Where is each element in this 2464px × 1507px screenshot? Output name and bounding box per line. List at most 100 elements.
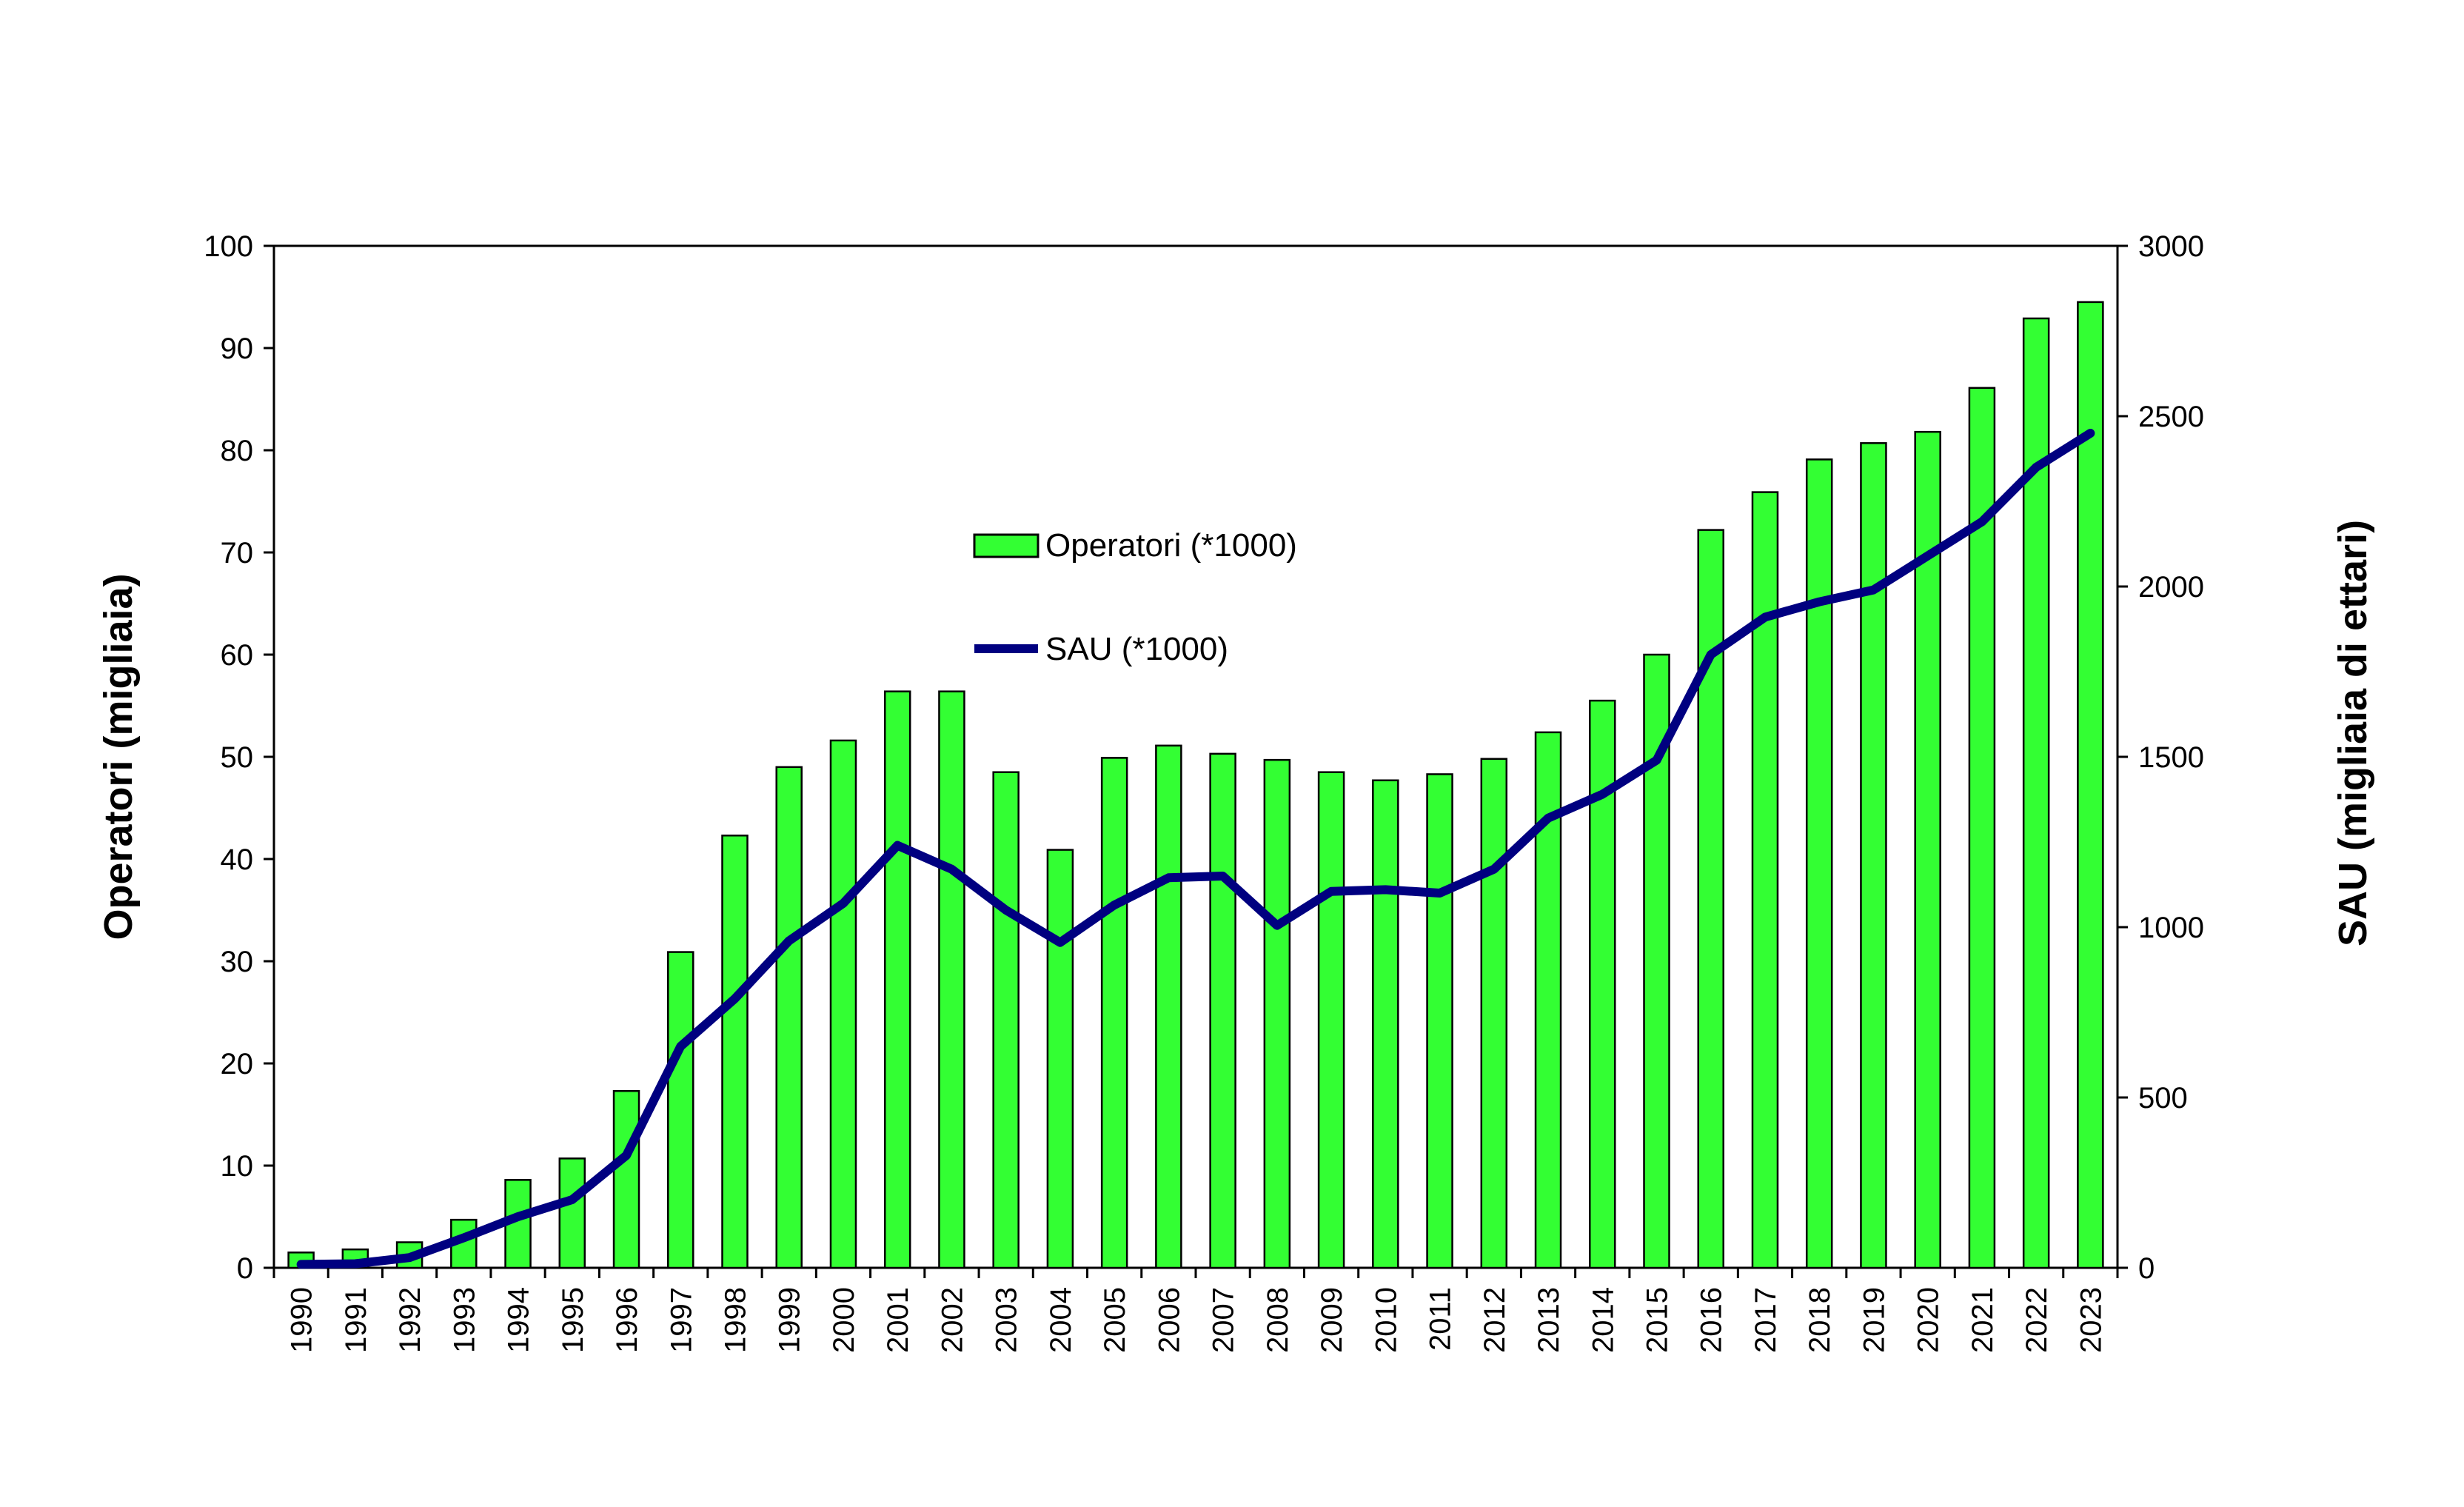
- y-left-tick-label-0: 0: [237, 1252, 253, 1285]
- sau-point-1993: [461, 1235, 466, 1240]
- x-tick-label-2004: 2004: [1045, 1287, 1077, 1353]
- sau-point-1999: [786, 938, 791, 943]
- sau-point-2014: [1600, 792, 1605, 797]
- x-tick-label-1992: 1992: [394, 1287, 426, 1353]
- y-axis-left-title: Operatori (migliaia): [96, 573, 141, 940]
- legend-swatch-bar: [973, 533, 1040, 558]
- bar-1996: [612, 1090, 640, 1269]
- x-tick-label-2019: 2019: [1858, 1287, 1890, 1353]
- bar-2003: [992, 771, 1020, 1269]
- x-tick-label-2011: 2011: [1424, 1287, 1457, 1351]
- sau-point-2012: [1491, 866, 1496, 872]
- x-tick-label-2002: 2002: [936, 1287, 968, 1353]
- sau-line: [296, 429, 2095, 1269]
- sau-point-2010: [1383, 887, 1388, 892]
- bar-2010: [1372, 779, 1399, 1269]
- sau-point-2008: [1274, 923, 1279, 928]
- x-tick-label-2022: 2022: [2021, 1287, 2053, 1353]
- bar-2018: [1805, 458, 1833, 1269]
- y-axis-right-title: SAU (migliaia di ettari): [2331, 520, 2375, 946]
- sau-point-2020: [1925, 553, 1930, 558]
- x-tick-label-1993: 1993: [448, 1287, 481, 1353]
- x-tick-label-2008: 2008: [1262, 1287, 1294, 1353]
- sau-point-2001: [895, 843, 900, 848]
- x-tick-label-1997: 1997: [665, 1287, 697, 1353]
- x-tick-label-2009: 2009: [1316, 1287, 1348, 1353]
- sau-point-2005: [1112, 903, 1117, 908]
- bar-2004: [1046, 849, 1074, 1269]
- y-left-tick-label-10: 10: [221, 1150, 254, 1183]
- x-tick-label-2005: 2005: [1099, 1287, 1131, 1353]
- y-left-tick-label-100: 100: [204, 230, 253, 263]
- sau-point-1990: [298, 1262, 304, 1267]
- x-tick-label-2001: 2001: [882, 1287, 914, 1353]
- x-tick-label-1996: 1996: [611, 1287, 643, 1353]
- sau-point-2002: [949, 866, 954, 872]
- y-right-tick-label-1000: 1000: [2138, 912, 2204, 944]
- sau-point-2011: [1437, 891, 1442, 895]
- x-tick-label-2007: 2007: [1208, 1287, 1240, 1353]
- x-tick-label-1994: 1994: [503, 1287, 535, 1353]
- x-tick-label-2020: 2020: [1912, 1287, 1945, 1353]
- x-tick-label-1995: 1995: [557, 1287, 589, 1353]
- x-tick-label-2015: 2015: [1641, 1287, 1674, 1353]
- bar-1997: [667, 951, 694, 1269]
- sau-point-2000: [840, 900, 846, 906]
- sau-point-2019: [1871, 587, 1876, 592]
- sau-point-2006: [1166, 875, 1171, 881]
- x-tick-label-1998: 1998: [720, 1287, 752, 1353]
- sau-point-2018: [1817, 599, 1822, 604]
- sau-point-1995: [569, 1197, 575, 1202]
- sau-point-2022: [2034, 465, 2039, 470]
- sau-point-2023: [2088, 431, 2093, 435]
- sau-point-1998: [732, 996, 737, 1001]
- y-right-tick-label-500: 500: [2138, 1082, 2188, 1115]
- x-tick-label-2003: 2003: [991, 1287, 1023, 1353]
- y-left-tick-label-40: 40: [221, 843, 254, 876]
- legend-label-sau: SAU (*1000): [1045, 631, 1228, 667]
- sau-point-2009: [1329, 889, 1334, 894]
- x-tick-label-2023: 2023: [2075, 1287, 2107, 1353]
- x-tick-label-2010: 2010: [1370, 1287, 1402, 1353]
- y-left-tick-label-90: 90: [221, 333, 254, 365]
- legend: Operatori (*1000) SAU (*1000): [973, 527, 1297, 667]
- x-tick-label-2018: 2018: [1804, 1287, 1836, 1353]
- y-left-tick-label-20: 20: [221, 1048, 254, 1080]
- x-tick-label-2021: 2021: [1966, 1287, 1999, 1353]
- x-tick-label-1991: 1991: [340, 1287, 372, 1353]
- sau-point-1991: [352, 1261, 358, 1266]
- x-tick-label-2000: 2000: [828, 1287, 860, 1353]
- bar-2002: [938, 690, 965, 1269]
- sau-point-2003: [1003, 908, 1008, 912]
- y-left-tick-label-50: 50: [221, 741, 254, 774]
- y-right-tick-label-0: 0: [2138, 1252, 2155, 1285]
- plot-area: [272, 244, 2119, 1269]
- sau-point-2015: [1654, 758, 1659, 763]
- sau-point-2017: [1762, 615, 1767, 620]
- bar-2020: [1914, 430, 1941, 1269]
- bar-2009: [1317, 771, 1345, 1269]
- bar-2016: [1697, 529, 1724, 1269]
- bar-2005: [1100, 757, 1128, 1269]
- y-right-tick-label-3000: 3000: [2138, 230, 2204, 263]
- bar-2001: [883, 690, 911, 1269]
- bar-1995: [558, 1157, 586, 1269]
- x-tick-label-1990: 1990: [286, 1287, 318, 1353]
- x-tick-label-2017: 2017: [1750, 1287, 1782, 1353]
- sau-point-2004: [1057, 940, 1062, 945]
- y-right-tick-label-1500: 1500: [2138, 741, 2204, 774]
- sau-point-2021: [1979, 519, 1984, 524]
- bar-1999: [775, 766, 803, 1269]
- legend-label-operatori: Operatori (*1000): [1045, 527, 1297, 564]
- x-tick-label-2013: 2013: [1533, 1287, 1565, 1353]
- bar-2023: [2077, 301, 2104, 1269]
- x-tick-label-2014: 2014: [1587, 1287, 1619, 1353]
- bar-2008: [1263, 758, 1291, 1269]
- axes-layer: 0102030405060708090100050010001500200025…: [204, 230, 2204, 1353]
- sau-point-1997: [678, 1044, 683, 1049]
- bars-layer: [287, 301, 2104, 1269]
- bar-2021: [1968, 387, 1996, 1269]
- line-layer: [296, 429, 2095, 1269]
